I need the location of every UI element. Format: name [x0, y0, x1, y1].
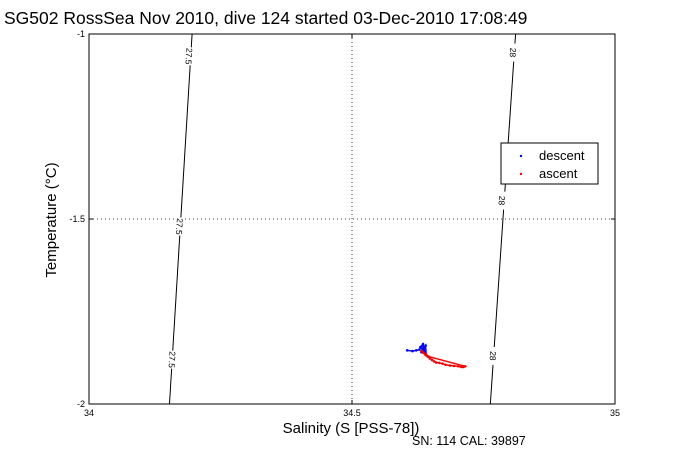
x-axis-label: Salinity (S [PSS-78]) [283, 420, 420, 437]
contour-label-backdrop [184, 46, 194, 66]
descent-point [422, 345, 425, 348]
ascent-point [427, 355, 431, 358]
legend: descent ascent [500, 142, 599, 185]
contour-label: 28 [497, 195, 508, 205]
y-axis-label: Temperature (°C) [43, 162, 60, 277]
contour-label: 27.5 [183, 48, 194, 65]
contour-label: 28 [488, 351, 499, 361]
ascent-point [444, 363, 447, 367]
descent-point [421, 347, 424, 351]
descent-point [419, 345, 422, 349]
ascent-point [460, 365, 463, 369]
y-tick-label: -1 [77, 29, 85, 39]
ascent-point [456, 364, 460, 368]
ascent-point [452, 364, 456, 368]
chart-title: SG502 RossSea Nov 2010, dive 124 started… [4, 8, 527, 28]
series-descent [405, 342, 428, 358]
contour-label: 27.5 [167, 351, 178, 368]
ascent-point [434, 361, 438, 364]
ascent-point [420, 349, 423, 353]
contour-label-backdrop [488, 346, 498, 366]
x-tick-label: 34 [84, 408, 94, 418]
legend-marker-ascent [519, 172, 523, 176]
ascent-point [463, 364, 467, 368]
ascent-point [424, 353, 428, 356]
density-contour-line [489, 33, 517, 405]
ascent-point [448, 364, 452, 367]
ascent-point [441, 362, 444, 365]
y-tick-label: -2 [77, 399, 85, 409]
series-ascent [420, 349, 468, 369]
serial-cal-note: SN: 114 CAL: 39897 [412, 434, 526, 448]
contour-label-backdrop [174, 217, 185, 236]
legend-label-descent: descent [539, 148, 585, 163]
data-series [405, 342, 468, 369]
descent-point [414, 349, 418, 352]
descent-point [411, 349, 414, 353]
contour-label: 28 [508, 47, 519, 57]
descent-point [421, 342, 425, 346]
grid [89, 34, 615, 404]
contour-label-backdrop [167, 350, 177, 369]
contour-label-backdrop [508, 43, 518, 62]
descent-point [405, 349, 409, 352]
ascent-point [422, 351, 425, 355]
x-tick-label: 34.5 [343, 408, 361, 418]
descent-point [424, 344, 427, 347]
contour-label-backdrop [497, 191, 507, 210]
legend-label-ascent: ascent [539, 166, 578, 181]
axis-ticks: 34 34.5 35 -2 -1.5 -1 [69, 29, 620, 418]
legend-marker-descent [519, 154, 523, 158]
x-tick-label: 35 [610, 408, 620, 418]
contour-label: 27.5 [174, 218, 185, 235]
density-contours: 27.5 27.5 27.5 28 28 28 [167, 33, 519, 405]
ascent-point [430, 358, 434, 362]
y-tick-label: -1.5 [69, 214, 85, 224]
ascent-point [438, 361, 441, 365]
descent-point [418, 348, 421, 351]
ascent-point [432, 360, 436, 363]
